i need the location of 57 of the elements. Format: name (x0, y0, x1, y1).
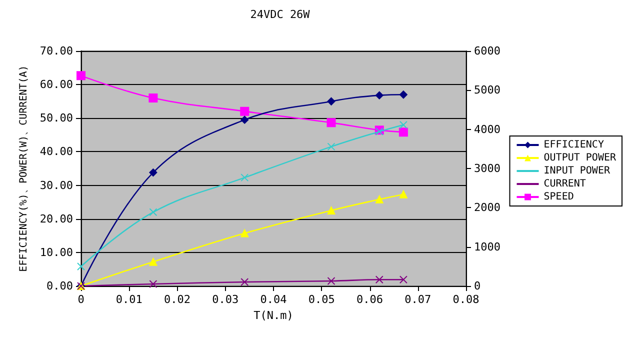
y2-tick-label: 5000 (474, 84, 500, 97)
legend-label: OUTPUT POWER (544, 152, 617, 164)
x-tick-label: 0.03 (212, 293, 239, 306)
point (398, 128, 408, 137)
legend-label: CURRENT (544, 178, 586, 190)
point (240, 106, 250, 116)
y-tick-label: 30.00 (40, 178, 73, 192)
y-tick-label: 10.00 (40, 246, 73, 259)
y2-tick-label: 4000 (474, 122, 500, 136)
point (149, 168, 158, 177)
point (399, 120, 408, 129)
point (399, 90, 408, 99)
y2-tick-label: 0 (474, 280, 481, 292)
point (399, 276, 408, 284)
x-tick-label: 0.01 (116, 293, 142, 306)
x-tick-label: 0 (78, 293, 84, 306)
point (327, 142, 336, 151)
point (327, 276, 336, 285)
point (240, 278, 249, 286)
point (327, 97, 336, 106)
y-tick-label: 60.00 (40, 78, 73, 92)
y2-tick-label: 6000 (474, 44, 500, 58)
x-tick-label: 0.04 (260, 293, 288, 306)
point (327, 206, 336, 214)
point (77, 262, 85, 271)
chart-title: 24VDC 26W (250, 8, 310, 21)
legend-label: EFFICIENCY (544, 140, 604, 150)
legend-label: SPEED (544, 192, 574, 202)
point (149, 208, 158, 216)
point (148, 94, 158, 102)
point (240, 229, 249, 238)
legend-label: INPUT POWER (544, 166, 611, 176)
point (375, 91, 384, 100)
point (240, 116, 249, 124)
x-tick-label: 0.02 (164, 293, 190, 306)
x-tick-label: 0.07 (404, 293, 432, 306)
x-tick-label: 0.05 (308, 293, 335, 306)
point (326, 118, 336, 128)
y-axis-title: EFFICIENCY(%)、POWER(W)、CURRENT(A) (18, 65, 30, 272)
point (375, 276, 384, 284)
point (149, 258, 158, 266)
y2-tick-label: 2000 (474, 201, 500, 214)
point (149, 280, 158, 288)
y-tick-label: 40.00 (40, 145, 73, 158)
point (399, 190, 408, 198)
y2-tick-label: 1000 (474, 240, 500, 254)
x-tick-label: 0.06 (356, 293, 383, 306)
x-axis-title: T(N.m) (254, 309, 294, 322)
point (240, 174, 249, 182)
point (375, 195, 384, 204)
point (76, 71, 86, 80)
x-tick-label: 0.08 (452, 293, 480, 306)
y2-tick-label: 3000 (474, 162, 500, 175)
y-tick-label: 0.00 (46, 280, 73, 292)
y-tick-label: 70.00 (40, 44, 73, 58)
y-tick-label: 20.00 (40, 212, 73, 226)
y-tick-label: 50.00 (40, 112, 73, 125)
